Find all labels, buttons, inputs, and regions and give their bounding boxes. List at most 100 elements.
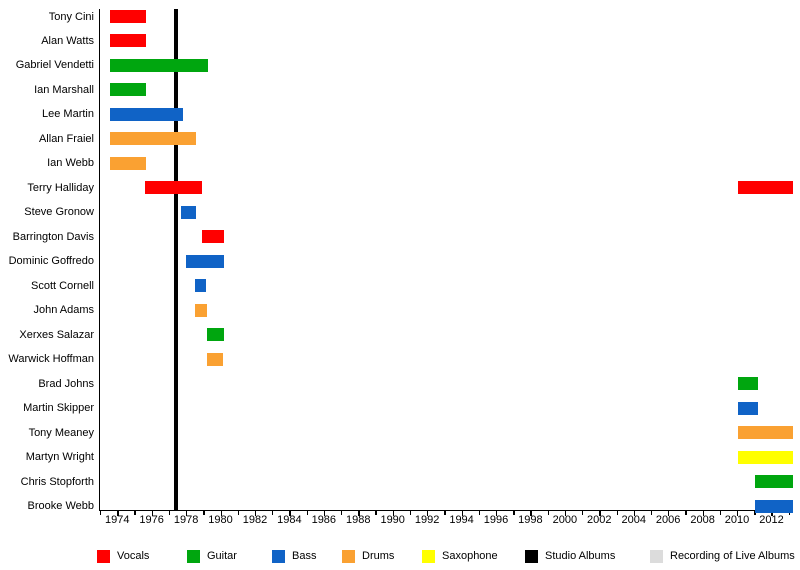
tenure-bar-bass (755, 499, 793, 513)
x-axis-major-tick (323, 511, 326, 517)
legend-swatch-vocals (97, 550, 110, 563)
x-axis-major-tick (496, 511, 498, 517)
x-axis-major-tick (186, 511, 188, 517)
member-name-label: Brad Johns (38, 377, 94, 390)
tenure-bar-bass (180, 205, 196, 219)
member-name-label: Martyn Wright (25, 451, 94, 464)
member-name-label: Gabriel Vendetti (15, 59, 94, 72)
x-axis-minor-tick (513, 511, 515, 515)
x-axis-minor-tick (754, 511, 756, 515)
member-name-label: Tony Meaney (28, 426, 94, 439)
x-axis-major-tick (668, 511, 670, 517)
x-axis-major-tick (702, 511, 704, 517)
x-axis-minor-tick (444, 511, 446, 515)
member-name-label: Allan Fraiel (38, 132, 94, 145)
tenure-bar-vocals (737, 181, 793, 195)
x-axis-tick-label: 2010 (724, 514, 750, 526)
x-axis-tick-label: 1996 (483, 514, 509, 526)
legend-label-drums: Drums (362, 550, 395, 562)
x-axis-minor-tick (547, 511, 549, 515)
member-name-label: Tony Cini (48, 10, 94, 23)
x-axis-tick-label: 1980 (208, 514, 233, 526)
legend-swatch-studio-albums (525, 550, 538, 563)
legend-label-guitar: Guitar (207, 550, 237, 562)
x-axis-major-tick (427, 511, 429, 517)
member-name-label: Chris Stopforth (20, 475, 94, 488)
x-axis-tick-label: 2004 (621, 514, 646, 526)
member-name-label: Ian Webb (47, 157, 94, 170)
tenure-bar-vocals (202, 230, 224, 244)
x-axis-major-tick (289, 511, 291, 517)
tenure-bar-bass (737, 401, 758, 415)
x-axis-minor-tick (685, 511, 687, 515)
x-axis-minor-tick (203, 511, 205, 515)
x-axis-major-tick (771, 511, 773, 517)
x-axis-minor-tick (719, 511, 722, 515)
member-name-label: Dominic Goffredo (8, 255, 94, 268)
x-axis-tick-label: 1976 (139, 514, 164, 526)
tenure-bar-guitar (755, 475, 793, 489)
x-axis-minor-tick (134, 511, 136, 515)
legend-swatch-recording-of-live-albums (650, 550, 663, 563)
tenure-bar-bass (186, 254, 224, 268)
legend-swatch-guitar (187, 550, 200, 563)
x-axis-tick-label: 1986 (311, 514, 337, 526)
x-axis-tick-label: 2002 (587, 514, 612, 526)
tenure-bar-vocals (110, 10, 147, 23)
x-axis-minor-tick (100, 511, 102, 515)
tenure-bar-vocals (144, 181, 203, 195)
x-axis-major-tick (117, 511, 119, 517)
x-axis-minor-tick (237, 511, 240, 515)
tenure-bar-guitar (110, 83, 147, 97)
x-axis-major-tick (599, 511, 601, 517)
x-axis-major-tick (254, 511, 257, 517)
tenure-bar-guitar (206, 328, 224, 342)
x-axis-tick-label: 2008 (690, 514, 715, 526)
tenure-bar-bass (110, 107, 183, 121)
x-axis-major-tick (392, 511, 394, 517)
tenure-bar-drums (110, 132, 196, 146)
tenure-bar-bass (194, 279, 206, 293)
x-axis-minor-tick (616, 511, 618, 515)
x-axis-tick-label: 2000 (552, 514, 578, 526)
x-axis-minor-tick (272, 511, 274, 515)
x-axis-major-tick (220, 511, 222, 517)
x-axis-minor-tick (650, 511, 653, 515)
member-name-label: Warwick Hoffman (8, 353, 94, 366)
x-axis-major-tick (461, 511, 463, 517)
tenure-bar-drums (194, 303, 207, 317)
x-axis-major-tick (151, 511, 153, 517)
legend-swatch-bass (272, 550, 285, 563)
member-name-label: Terry Halliday (27, 181, 94, 194)
x-axis-major-tick (530, 511, 532, 517)
member-name-label: Xerxes Salazar (19, 328, 94, 341)
tenure-bar-drums (206, 352, 224, 366)
x-axis-minor-tick (582, 511, 584, 515)
member-name-label: John Adams (33, 304, 94, 317)
x-axis-tick-label: 2012 (759, 514, 784, 526)
x-axis-major-tick (737, 511, 739, 517)
member-name-label: Brooke Webb (27, 500, 94, 513)
tenure-bar-guitar (110, 58, 208, 72)
x-axis-minor-tick (168, 511, 171, 515)
x-axis-minor-tick (341, 511, 343, 515)
tenure-bar-vocals (110, 34, 147, 48)
legend-label-vocals: Vocals (117, 550, 150, 562)
x-axis-tick-label: 1982 (242, 514, 268, 526)
member-name-label: Alan Watts (41, 34, 94, 47)
legend-label-recording-of-live-albums: Recording of Live Albums (670, 550, 795, 562)
legend-swatch-saxophone (422, 550, 435, 563)
x-axis-minor-tick (409, 511, 412, 515)
tenure-bar-saxophone (737, 450, 793, 464)
x-axis-tick-label: 1994 (449, 514, 474, 526)
tenure-bar-guitar (737, 377, 758, 391)
member-name-label: Barrington Davis (12, 230, 94, 243)
member-name-label: Lee Martin (42, 108, 94, 121)
member-name-label: Martin Skipper (23, 402, 94, 415)
legend-label-studio-albums: Studio Albums (545, 550, 616, 562)
legend-label-saxophone: Saxophone (442, 550, 498, 562)
x-axis-tick-label: 1974 (104, 514, 130, 526)
x-axis-tick-label: 1984 (277, 514, 302, 526)
x-axis-tick-label: 1978 (173, 514, 199, 526)
